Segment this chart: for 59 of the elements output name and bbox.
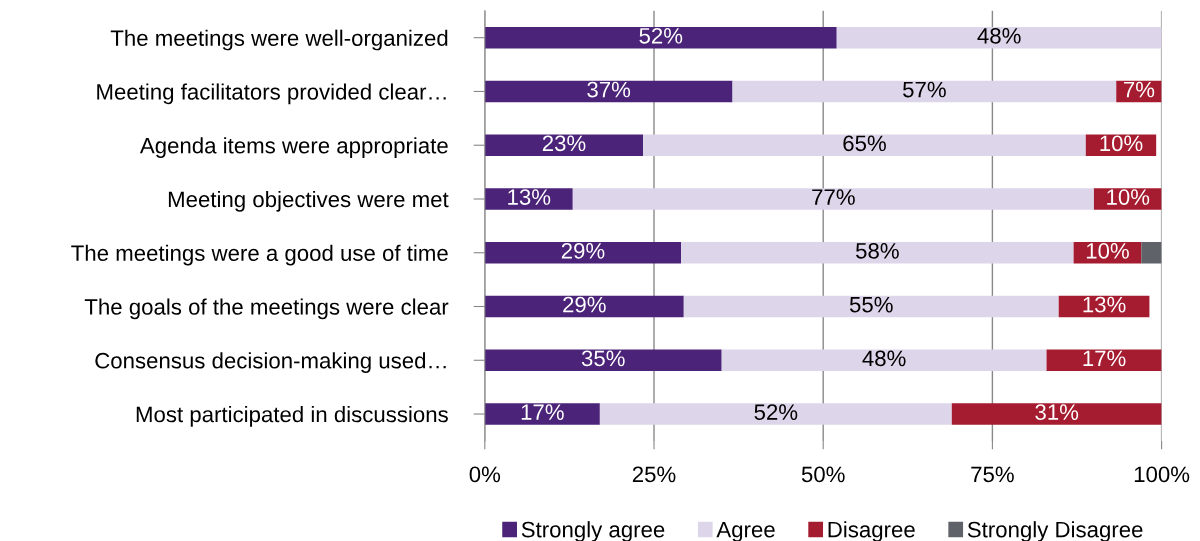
y-tick-label: Consensus decision-making used… (95, 352, 446, 373)
data-label: 52% (639, 27, 683, 44)
y-tick-label: The goals of the meetings were clear (84, 298, 449, 320)
y-tick-label: Most participated in discussions (136, 405, 448, 427)
data-label: 10% (1100, 135, 1143, 152)
x-tick-label: 75% (971, 466, 1014, 483)
data-label: 58% (856, 242, 899, 259)
data-label: 7% (1124, 81, 1155, 98)
data-label: 55% (849, 296, 893, 313)
y-tick-label: The meetings were well-organized (110, 29, 448, 51)
data-label: 17% (1083, 350, 1126, 367)
data-label: 10% (1086, 242, 1129, 259)
data-label: 48% (977, 27, 1021, 44)
legend-label: Strongly agree (521, 521, 665, 541)
y-tick-label: Meeting facilitators provided clear… (97, 83, 446, 105)
bar (1141, 242, 1162, 264)
x-tick-label: 0% (469, 466, 501, 483)
bar (681, 242, 1074, 264)
bar (484, 349, 722, 372)
bar (484, 26, 837, 49)
data-label: 37% (587, 81, 631, 98)
data-label: 13% (508, 189, 551, 205)
x-tick-label: 25% (632, 466, 676, 483)
data-label: 23% (542, 135, 586, 152)
data-label: 17% (521, 404, 564, 420)
bar (599, 403, 952, 425)
legend-label: Disagree (828, 521, 915, 541)
data-label: 65% (843, 135, 886, 152)
bar (732, 80, 1117, 103)
bar (484, 403, 600, 425)
bar (643, 134, 1086, 156)
y-tick-label: The meetings were a good use of time (71, 244, 448, 266)
data-label: 29% (561, 242, 605, 259)
bar (484, 134, 644, 156)
data-label: 13% (1083, 296, 1126, 313)
data-label: 77% (812, 189, 855, 205)
bar (484, 188, 573, 210)
data-label: 52% (754, 404, 798, 420)
data-label: 57% (903, 81, 946, 98)
data-label: 31% (1035, 404, 1079, 420)
bar (683, 295, 1059, 318)
x-tick-label: 50% (801, 466, 845, 483)
data-label: 29% (563, 296, 606, 313)
bar (951, 403, 1162, 425)
bar (484, 242, 682, 264)
legend-label: Agree (716, 521, 775, 541)
bar (484, 295, 684, 318)
data-label: 48% (862, 350, 906, 367)
bar (572, 188, 1094, 210)
y-tick-label: Meeting objectives were met (168, 190, 449, 212)
bar (1046, 349, 1162, 372)
bar (484, 80, 733, 103)
data-label: 10% (1107, 189, 1150, 205)
y-tick-label: Agenda items were appropriate (139, 137, 448, 158)
bar (836, 26, 1162, 49)
data-label: 35% (581, 350, 625, 367)
legend-label: Strongly Disagree (967, 521, 1143, 541)
x-tick-label: 100% (1134, 466, 1190, 483)
bar (721, 349, 1047, 372)
